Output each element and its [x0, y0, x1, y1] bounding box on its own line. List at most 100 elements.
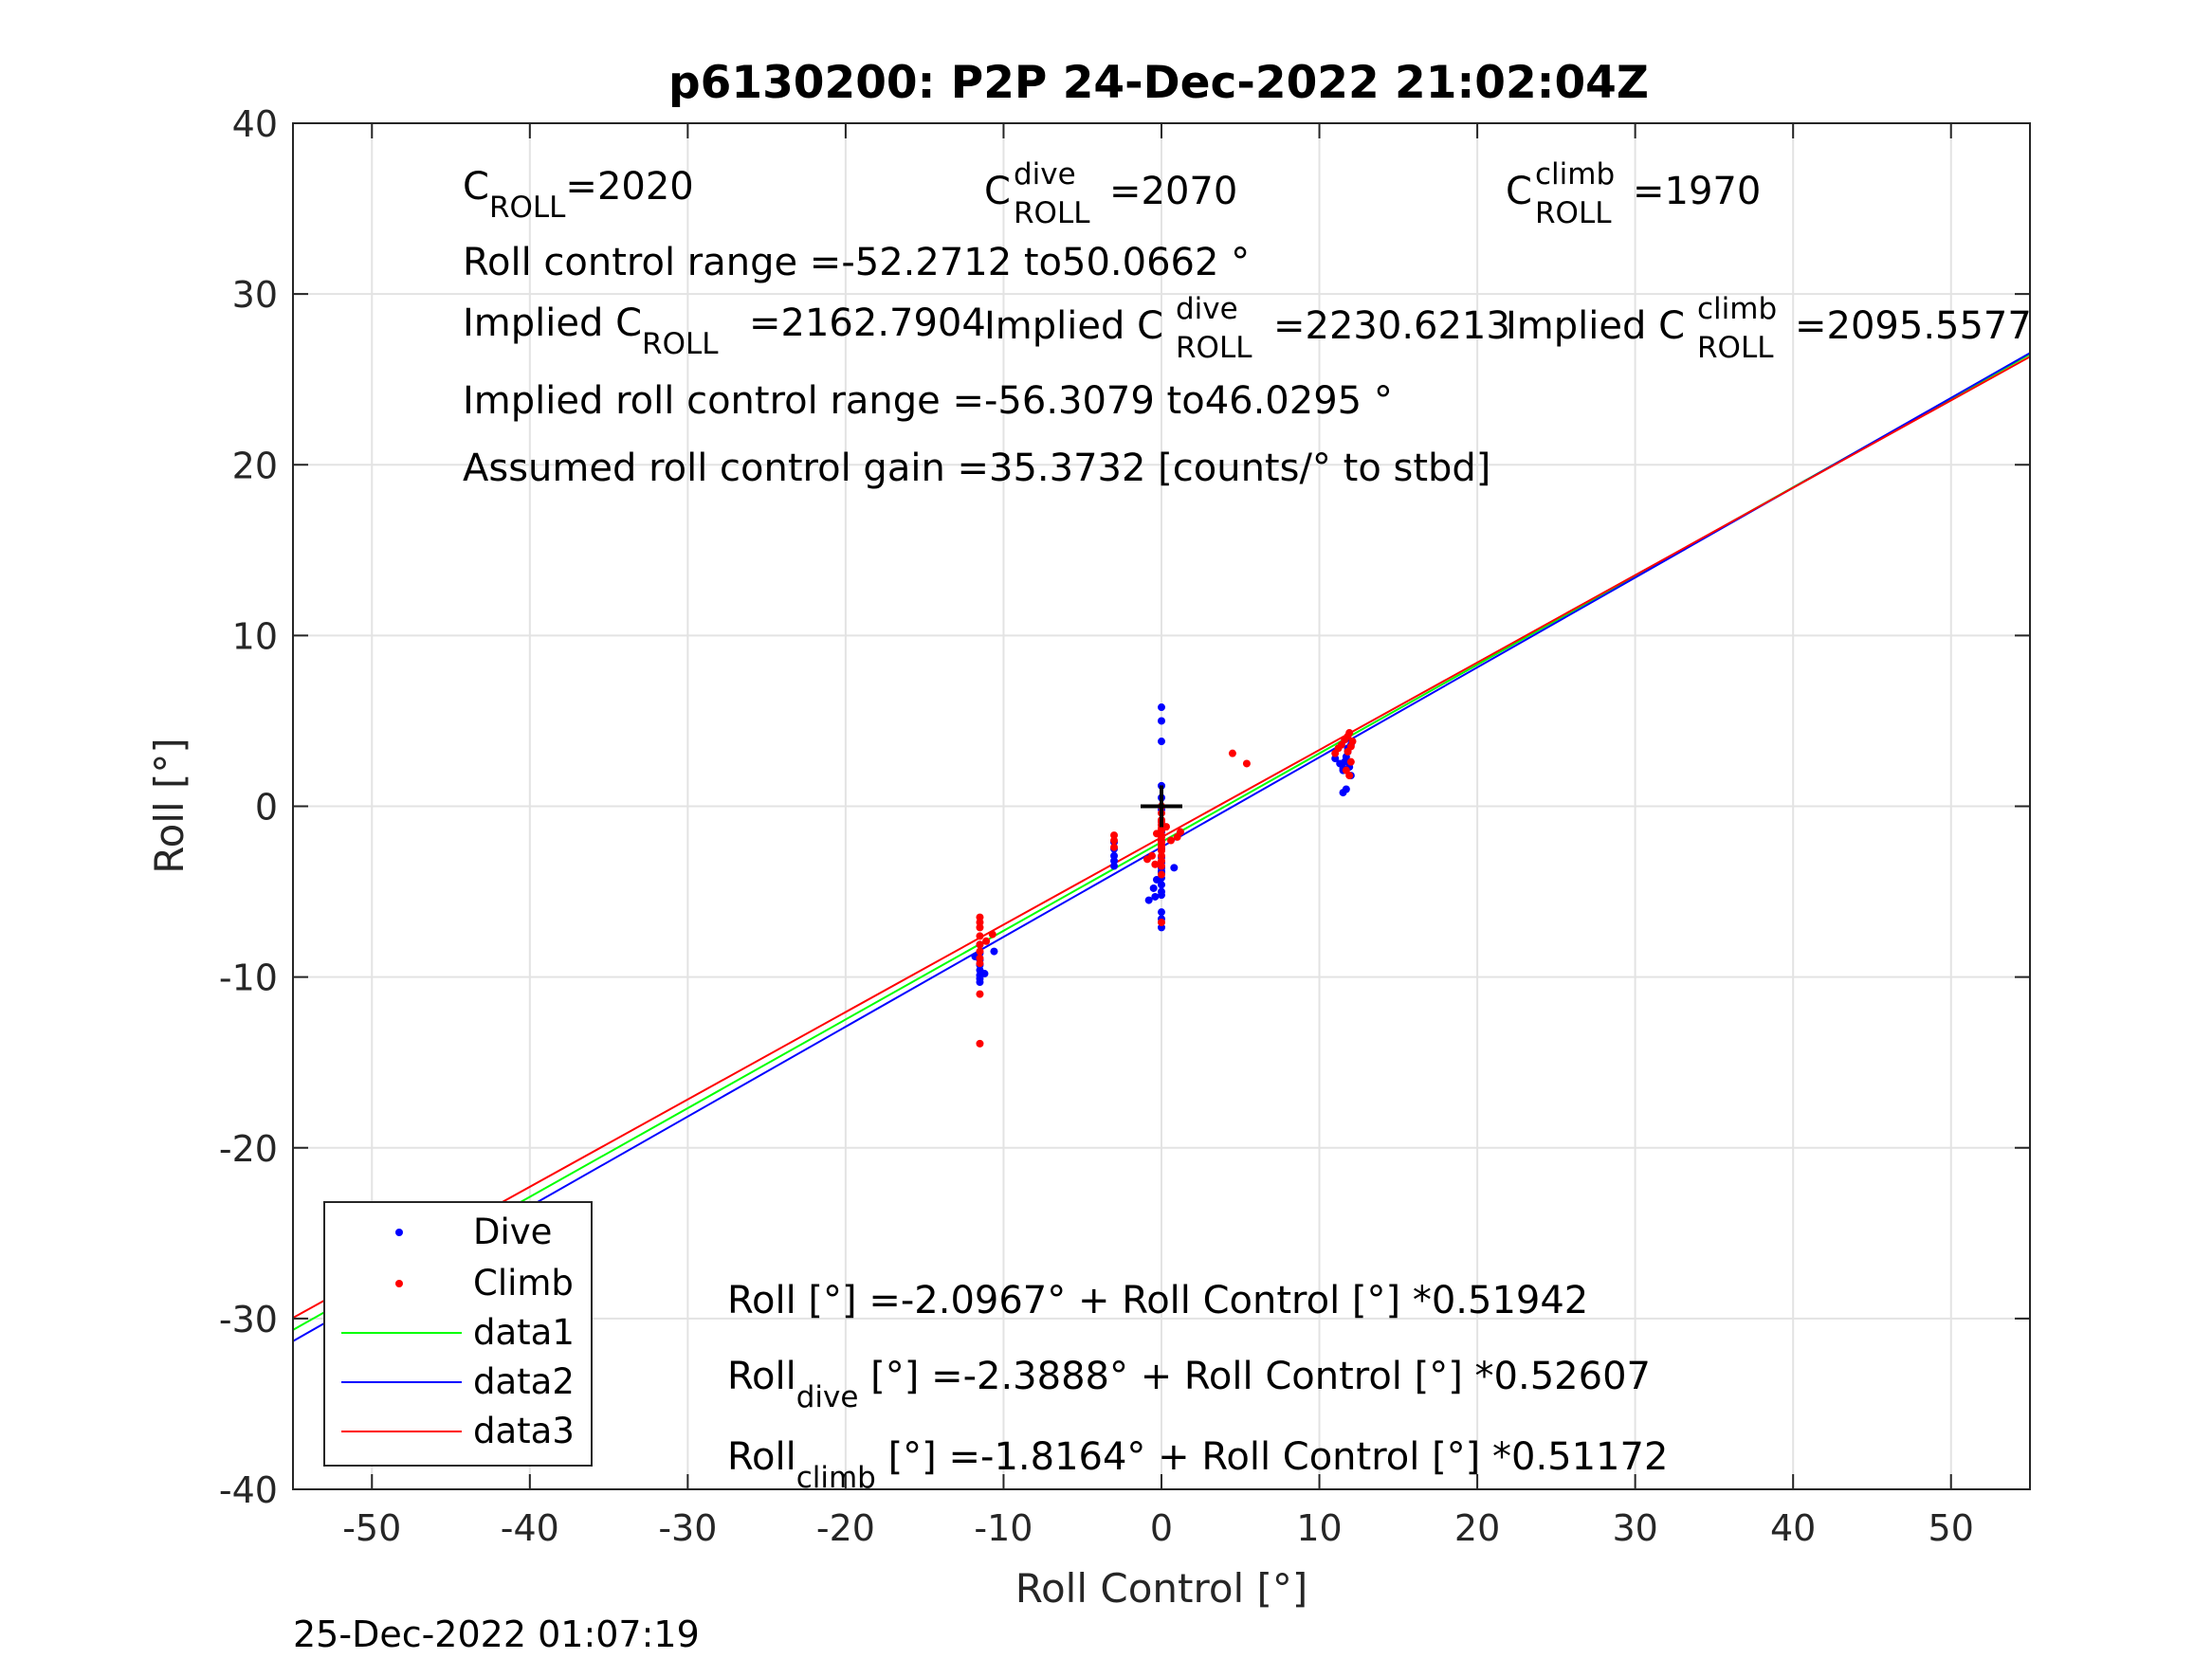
dive-point [1342, 785, 1350, 793]
x-tick-label: -30 [658, 1507, 717, 1549]
y-tick-label: 0 [255, 787, 278, 829]
climb-point [1161, 823, 1170, 831]
climb-point [976, 959, 984, 968]
fit-all-annotation: Roll [°] =-2.0967° + Roll Control [°] *0… [727, 1279, 1588, 1322]
c-roll-sub: ROLL [489, 191, 566, 225]
x-axis-label: Roll Control [°] [1015, 1565, 1308, 1612]
implied-c-roll-dive-pre: Implied C [984, 304, 1163, 348]
c-roll-value: =2020 [565, 165, 693, 209]
x-tick-label: 20 [1454, 1507, 1500, 1549]
climb-point [976, 947, 984, 956]
dive-point [1110, 862, 1119, 870]
legend-data1-label: data1 [473, 1312, 575, 1353]
x-tick-label: 0 [1150, 1507, 1173, 1549]
climb-point [982, 937, 991, 945]
dive-point [976, 978, 984, 987]
roll-control-range: Roll control range =-52.2712 to50.0662 ° [463, 241, 1250, 284]
legend-climb-marker [395, 1280, 403, 1287]
climb-point [976, 923, 984, 932]
implied-c-roll-climb-pre: Implied C [1506, 304, 1685, 348]
implied-c-roll-climb-value: =2095.5577 [1795, 304, 2032, 348]
footer-timestamp: 25-Dec-2022 01:07:19 [293, 1613, 700, 1655]
c-roll-dive-sup: dive [1014, 157, 1076, 191]
climb-point [1153, 830, 1161, 838]
climb-point [976, 932, 984, 940]
dive-point [980, 970, 989, 978]
dive-point [1158, 881, 1165, 889]
c-roll-climb-main: C [1506, 170, 1532, 213]
fit-climb-pre: Roll [727, 1435, 796, 1479]
c-roll-climb-sub: ROLL [1535, 196, 1612, 230]
y-tick-label: 20 [232, 445, 278, 486]
climb-point [976, 990, 984, 998]
x-tick-label: -10 [974, 1507, 1033, 1549]
climb-point [1151, 860, 1160, 868]
implied-c-roll-dive-sub: ROLL [1176, 331, 1252, 365]
fit-dive-sub: dive [796, 1380, 859, 1414]
axis-ticks [293, 122, 2030, 1490]
climb-point [1173, 832, 1181, 841]
c-roll-dive-value: =2070 [1109, 170, 1237, 213]
c-roll-dive-main: C [984, 170, 1011, 213]
climb-point [1143, 855, 1152, 864]
climb-point [976, 940, 984, 949]
implied-c-roll-dive-sup: dive [1176, 292, 1238, 326]
dive-point [1158, 703, 1165, 712]
dive-point [1158, 738, 1165, 746]
legend: Dive Climb data1 data2 data3 [323, 1201, 593, 1467]
dive-point [990, 947, 998, 956]
x-tick-label: -50 [342, 1507, 401, 1549]
implied-c-roll-dive-value: =2230.6213 [1273, 304, 1510, 348]
y-axis-label: Roll [°] [146, 738, 192, 873]
implied-c-roll-climb-sub: ROLL [1697, 331, 1774, 365]
c-roll-climb-sup: climb [1535, 157, 1615, 191]
fit-dive-rest: [°] =-2.3888° + Roll Control [°] *0.5260… [858, 1355, 1651, 1398]
dive-point [1144, 896, 1153, 904]
y-tick-label: -10 [219, 957, 278, 999]
legend-dive-label: Dive [473, 1212, 552, 1252]
y-tick-label: 10 [232, 615, 278, 657]
c-roll-dive-annotation: C [984, 170, 1011, 213]
climb-point [1242, 759, 1251, 768]
c-roll-annotation: CROLL=2020 [463, 165, 694, 225]
chart-title: p6130200: P2P 24-Dec-2022 21:02:04Z [668, 57, 1649, 109]
y-tick-label: -40 [219, 1469, 278, 1511]
fit-dive-pre: Roll [727, 1355, 796, 1398]
y-tick-label: 40 [232, 103, 278, 145]
legend-dive-marker [395, 1229, 403, 1236]
climb-point [1344, 747, 1352, 756]
c-roll-climb-annotation: C [1506, 170, 1532, 213]
climb-point [976, 1039, 984, 1048]
x-tick-label: 50 [1929, 1507, 1974, 1549]
dive-point [1151, 892, 1160, 901]
climb-point [1345, 729, 1354, 738]
legend-data2-label: data2 [473, 1361, 575, 1402]
implied-c-roll-sub: ROLL [642, 327, 719, 361]
x-tick-label: 10 [1296, 1507, 1342, 1549]
implied-c-roll-value: =2162.7904 [749, 301, 986, 345]
fit-dive-annotation: Rolldive [°] =-2.3888° + Roll Control [°… [727, 1355, 1651, 1414]
climb-point [988, 930, 996, 939]
legend-climb-label: Climb [473, 1263, 574, 1304]
tick-labels: -50 -40 -30 -20 -10 0 10 20 30 40 50 -40 -30 -20 -10 0 1… [219, 103, 1974, 1549]
fit-climb-rest: [°] =-1.8164° + Roll Control [°] *0.5117… [876, 1435, 1669, 1479]
y-tick-label: -30 [219, 1299, 278, 1340]
dive-point [1149, 884, 1158, 892]
climb-point [1110, 843, 1119, 851]
climb-point [1166, 836, 1175, 845]
dive-point [1158, 908, 1165, 917]
implied-c-roll-climb-sup: climb [1697, 292, 1777, 326]
climb-point [1345, 772, 1354, 780]
fit-climb-sub: climb [796, 1461, 876, 1495]
c-roll-main: C [463, 165, 489, 209]
x-tick-label: -20 [816, 1507, 875, 1549]
dive-point [1158, 891, 1165, 900]
climb-point [1228, 749, 1236, 757]
dive-point [1158, 717, 1165, 725]
x-tick-label: -40 [501, 1507, 559, 1549]
assumed-roll-control-gain: Assumed roll control gain =35.3732 [coun… [463, 447, 1490, 490]
y-tick-label: -20 [219, 1128, 278, 1170]
y-tick-label: 30 [232, 274, 278, 316]
center-marker [1141, 785, 1182, 828]
